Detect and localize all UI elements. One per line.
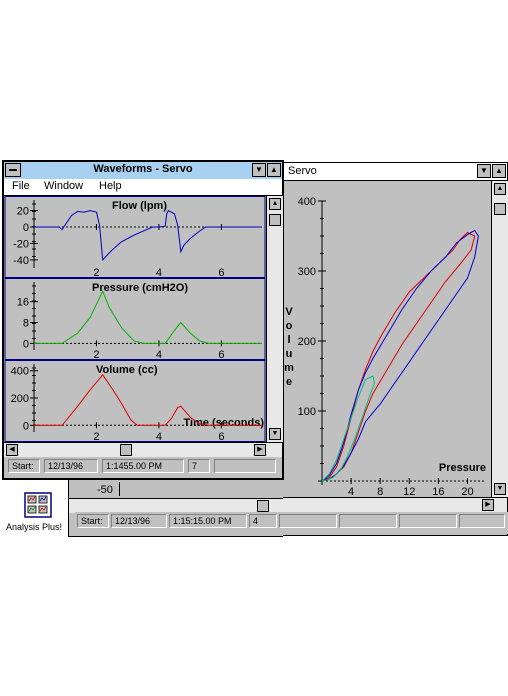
waveform-series-line	[34, 209, 262, 262]
pressure-volume-loop-chart: 100 200 300 400 4 8 12 16 20 Pressure	[298, 196, 486, 497]
waveform-panel-frame	[4, 196, 266, 278]
loop-x-tick-label: 4	[348, 486, 354, 497]
waveforms-vertical-scrollbar[interactable]: ▲ ▼	[266, 196, 283, 442]
minimize-button[interactable]: ▼	[252, 163, 266, 177]
waveform-panel-title: Pressure (cmH2O)	[92, 282, 188, 294]
servo-status-count: 4	[249, 514, 277, 528]
servo-window: Servo ▼ ▲ 100 200 300 400 4 8 12 16 20 Pressure V…	[77, 162, 508, 536]
menu-bar: File Window Help	[4, 179, 282, 196]
waveform-panel-frame	[4, 278, 266, 360]
scroll-down-arrow-icon[interactable]: ▼	[494, 483, 506, 495]
loop-y-tick-label: 300	[298, 266, 316, 278]
servo-title-bar[interactable]: Servo ▼ ▲	[282, 163, 507, 181]
loop-x-tick-label: 8	[377, 486, 383, 497]
loop-x-tick-label: 12	[403, 486, 415, 497]
servo-horizontal-scrollbar-left[interactable]	[69, 498, 283, 513]
system-menu-icon[interactable]	[5, 163, 21, 177]
loop-x-tick-label: 16	[432, 486, 444, 497]
waveform-y-tick-label: -20	[13, 238, 29, 250]
scroll-right-arrow-icon[interactable]: ▶	[254, 444, 266, 456]
scroll-thumb-horizontal[interactable]	[120, 444, 132, 456]
waveform-y-tick-label: 0	[23, 420, 29, 432]
servo-status-time: 1:15:15.00 PM	[169, 514, 247, 528]
waveforms-plot-area: 20 0 -20 -40 2 4 6 Flow (lpm) 16 8 0 2 4 6 Pressure (c…	[4, 196, 266, 442]
scroll-down-arrow-icon[interactable]: ▼	[269, 428, 281, 440]
waveform-x-tick-label: 4	[156, 431, 162, 442]
maximize-button[interactable]: ▲	[492, 164, 506, 178]
menu-file[interactable]: File	[12, 180, 30, 192]
waveforms-status-start: Start:	[8, 459, 40, 473]
loop-series-line	[321, 231, 476, 482]
waveform-y-tick-label: 400	[11, 366, 29, 378]
servo-vertical-scrollbar[interactable]: ▲ ▼	[491, 181, 508, 497]
scroll-left-arrow-icon[interactable]: ◀	[6, 444, 18, 456]
servo-left-axis-line	[119, 482, 120, 496]
volume-axis-label: V o l u m e	[284, 306, 294, 388]
servo-status-empty-4	[459, 514, 505, 528]
scroll-thumb[interactable]	[494, 203, 506, 215]
loop-y-tick-label: 100	[298, 406, 316, 418]
waveform-panel-title: Flow (lpm)	[112, 200, 167, 212]
servo-status-empty-1	[279, 514, 337, 528]
servo-horizontal-scrollbar[interactable]: ▶	[260, 497, 507, 512]
servo-status-bar-cells: Start: 12/13/96 1:15:15.00 PM 4	[75, 512, 508, 534]
waveform-x-tick-label: 2	[93, 349, 99, 361]
waveform-x-tick-label: 6	[218, 431, 224, 442]
waveform-x-axis-label: Time (seconds)	[184, 417, 265, 429]
analysis-plus-app-icon	[24, 492, 52, 518]
waveform-series-line	[34, 373, 262, 426]
waveforms-status-bar: Start: 12/13/96 1:1455.00 PM 7	[4, 457, 282, 478]
menu-help[interactable]: Help	[99, 180, 122, 192]
scroll-up-arrow-icon[interactable]: ▲	[494, 183, 506, 195]
loop-x-tick-label: 20	[461, 486, 473, 497]
analysis-plus-label[interactable]: Analysis Plus!	[6, 522, 63, 532]
analysis-plus-desktop-icon[interactable]	[0, 488, 70, 536]
loop-series-line	[321, 229, 479, 482]
waveform-y-tick-label: 20	[17, 206, 29, 218]
servo-status-empty-2	[339, 514, 397, 528]
servo-plot-area: 100 200 300 400 4 8 12 16 20 Pressure V o l u m e	[282, 181, 490, 497]
maximize-button[interactable]: ▲	[267, 163, 281, 177]
servo-status-date: 12/13/96	[111, 514, 167, 528]
servo-left-axis-tick: -50	[97, 484, 113, 496]
scroll-up-arrow-icon[interactable]: ▲	[269, 198, 281, 210]
servo-status-start: Start:	[77, 514, 109, 528]
waveforms-status-date: 12/13/96	[44, 459, 98, 473]
waveform-x-tick-label: 2	[93, 267, 99, 279]
waveform-x-tick-label: 6	[218, 267, 224, 279]
waveform-x-tick-label: 2	[93, 431, 99, 442]
minimize-button[interactable]: ▼	[477, 164, 491, 178]
scroll-thumb-horizontal-main[interactable]	[257, 500, 269, 512]
loop-x-axis-label: Pressure	[439, 462, 486, 474]
waveform-y-tick-label: 8	[23, 318, 29, 330]
scroll-right-arrow-icon[interactable]: ▶	[482, 499, 494, 511]
waveform-series-line	[34, 289, 262, 344]
loop-series-line	[321, 375, 375, 482]
waveform-y-tick-label: 200	[11, 393, 29, 405]
waveforms-window: Waveforms - Servo ▼ ▲ File Window Help 2…	[2, 160, 284, 480]
waveforms-title-bar[interactable]: Waveforms - Servo ▼ ▲	[4, 162, 282, 180]
waveforms-window-title: Waveforms - Servo	[93, 163, 193, 175]
servo-status-empty-3	[399, 514, 457, 528]
loop-y-tick-label: 400	[298, 196, 316, 208]
waveform-x-tick-label: 6	[218, 349, 224, 361]
waveform-y-tick-label: 16	[17, 297, 29, 309]
waveforms-status-time: 1:1455.00 PM	[102, 459, 184, 473]
menu-window[interactable]: Window	[44, 180, 84, 192]
waveform-y-tick-label: 0	[23, 338, 29, 350]
waveforms-status-empty	[214, 459, 276, 473]
waveforms-status-count: 7	[188, 459, 210, 473]
scroll-thumb[interactable]	[269, 214, 281, 226]
waveform-panel-frame	[4, 360, 266, 442]
waveform-panel-title: Volume (cc)	[96, 364, 158, 376]
waveform-x-tick-label: 4	[156, 349, 162, 361]
waveform-y-tick-label: 0	[23, 222, 29, 234]
servo-window-title: Servo	[288, 165, 317, 177]
loop-y-tick-label: 200	[298, 336, 316, 348]
waveforms-horizontal-scrollbar[interactable]: ◀ ▶	[4, 442, 282, 457]
waveform-x-tick-label: 4	[156, 267, 162, 279]
waveform-y-tick-label: -40	[13, 255, 29, 267]
